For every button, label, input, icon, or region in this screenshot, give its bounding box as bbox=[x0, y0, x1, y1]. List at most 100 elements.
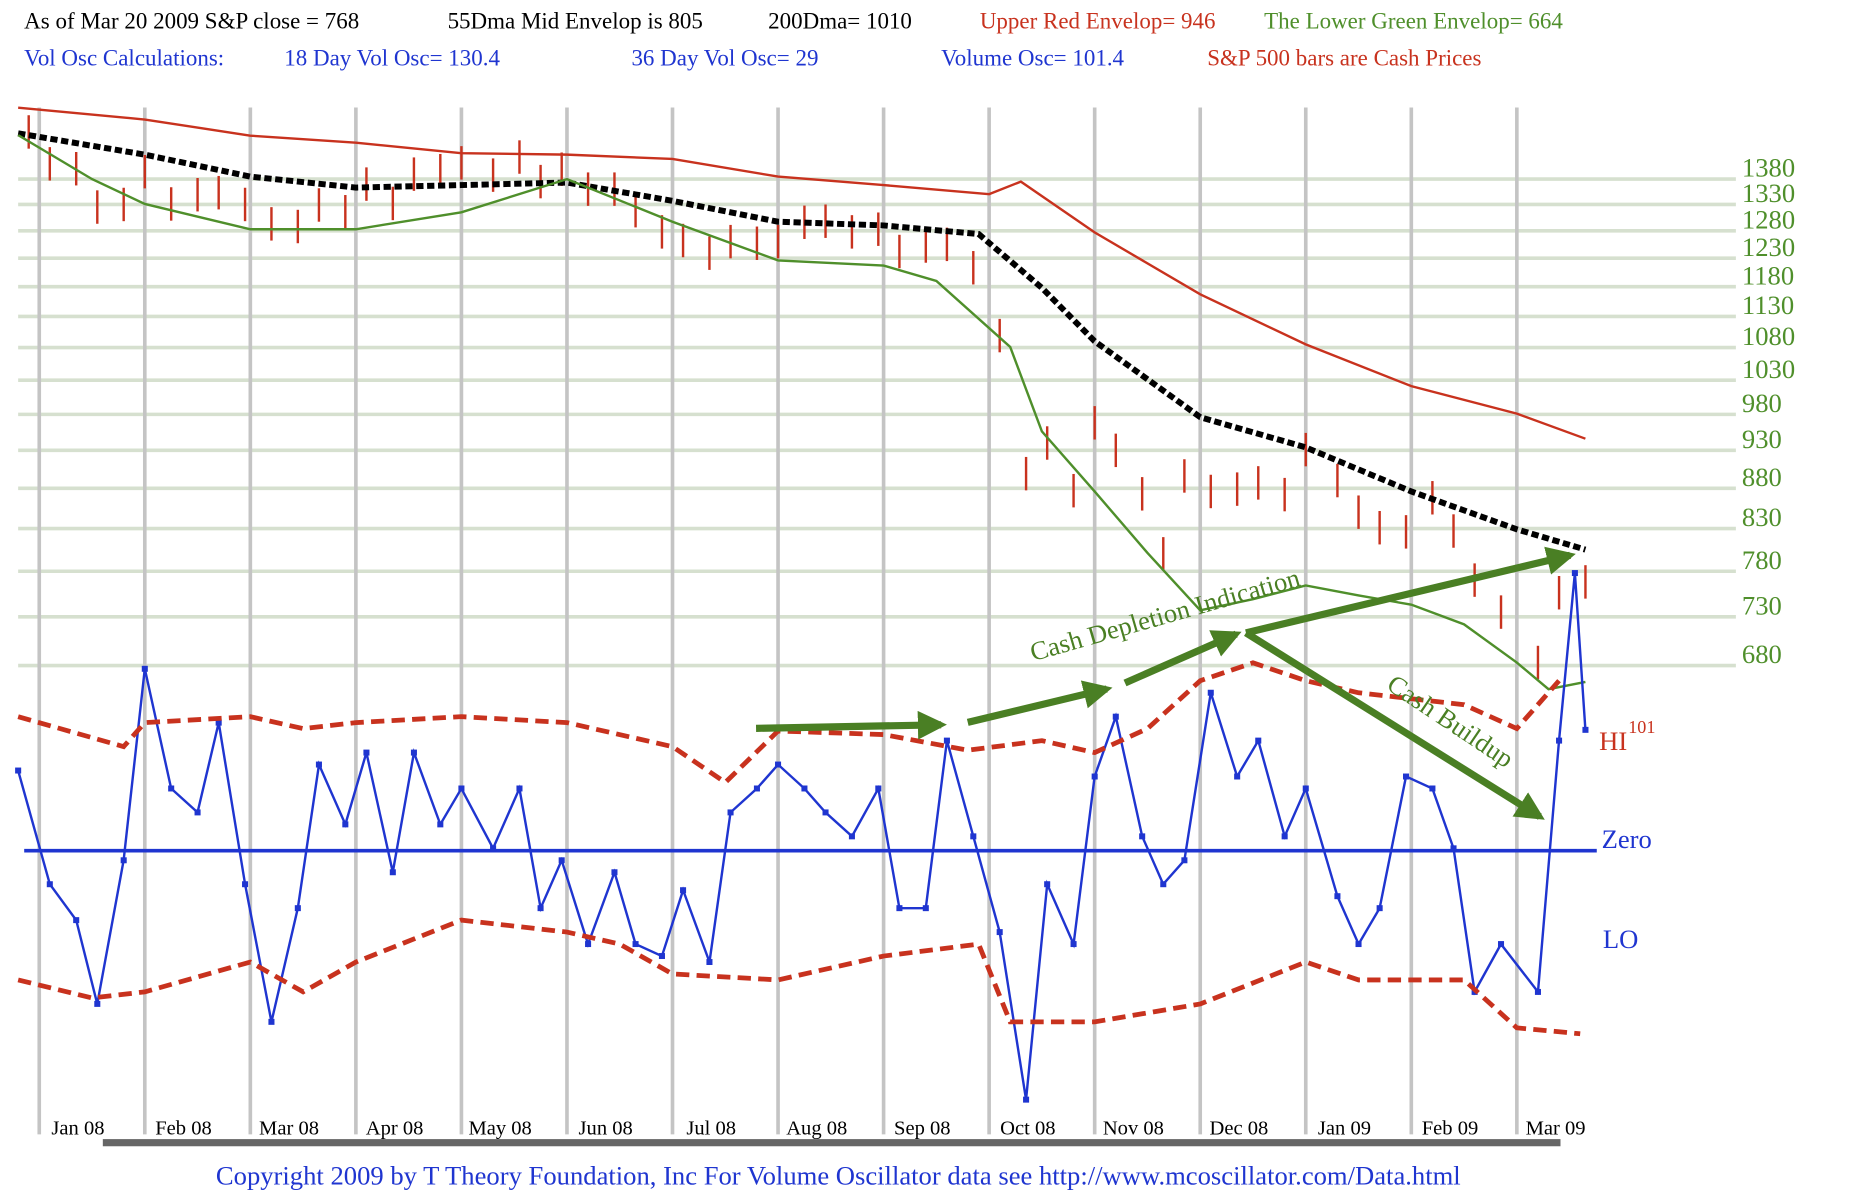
x-tick-label: Mar 08 bbox=[259, 1117, 319, 1139]
point bbox=[94, 1000, 101, 1007]
point bbox=[1556, 737, 1563, 744]
y-tick-label: 1280 bbox=[1742, 205, 1795, 235]
point bbox=[1376, 905, 1383, 912]
y-tick-label: 1380 bbox=[1742, 153, 1795, 183]
x-tick-label: Dec 08 bbox=[1210, 1117, 1269, 1139]
point bbox=[1450, 845, 1457, 852]
point bbox=[822, 809, 829, 816]
point bbox=[315, 761, 322, 768]
arrow bbox=[1123, 630, 1242, 687]
point bbox=[1070, 941, 1077, 948]
point bbox=[1302, 785, 1309, 792]
hi-label: HI bbox=[1599, 726, 1627, 756]
point bbox=[1355, 941, 1362, 948]
header-text: Vol Osc Calculations: bbox=[24, 46, 224, 71]
point bbox=[996, 929, 1003, 936]
point bbox=[896, 905, 903, 912]
point bbox=[389, 869, 396, 876]
hi-value: 101 bbox=[1628, 717, 1655, 737]
point bbox=[458, 785, 465, 792]
point bbox=[658, 953, 665, 960]
arrow bbox=[755, 710, 947, 740]
zero-label: Zero bbox=[1602, 824, 1652, 854]
point bbox=[141, 665, 148, 672]
point bbox=[727, 809, 734, 816]
arrow bbox=[966, 680, 1113, 726]
point bbox=[1112, 713, 1119, 720]
point bbox=[632, 941, 639, 948]
point bbox=[1571, 570, 1578, 577]
y-tick-label: 1030 bbox=[1742, 354, 1795, 384]
y-tick-label: 730 bbox=[1742, 591, 1782, 621]
point bbox=[268, 1018, 275, 1025]
y-tick-label: 780 bbox=[1742, 545, 1782, 575]
point bbox=[1403, 773, 1410, 780]
series-line bbox=[17, 917, 1581, 1037]
point bbox=[1139, 833, 1146, 840]
point bbox=[73, 917, 80, 924]
point bbox=[1334, 893, 1341, 900]
footer: Copyright 2009 by T Theory Foundation, I… bbox=[216, 1161, 1461, 1191]
y-tick-label: 930 bbox=[1742, 424, 1782, 454]
x-tick-label: Mar 09 bbox=[1526, 1117, 1586, 1139]
header-text: S&P 500 bars are Cash Prices bbox=[1207, 46, 1481, 71]
x-tick-label: Feb 08 bbox=[155, 1117, 212, 1139]
point bbox=[1160, 881, 1167, 888]
point bbox=[490, 845, 497, 852]
point bbox=[848, 833, 855, 840]
arrows bbox=[755, 546, 1576, 820]
point bbox=[1234, 773, 1241, 780]
header-text: As of Mar 20 2009 S&P close = 768 bbox=[24, 9, 359, 34]
point bbox=[1429, 785, 1436, 792]
point bbox=[1255, 737, 1262, 744]
point bbox=[1281, 833, 1288, 840]
y-tick-label: 1080 bbox=[1742, 321, 1795, 351]
grid-layer: 680 730 780 830 880 930 980 1030108011301180123… bbox=[18, 107, 1795, 1139]
series-line bbox=[18, 106, 1586, 440]
point bbox=[1023, 1096, 1030, 1103]
point bbox=[516, 785, 523, 792]
point bbox=[558, 857, 565, 864]
point bbox=[363, 749, 370, 756]
point bbox=[537, 905, 544, 912]
point bbox=[680, 887, 687, 894]
header-text: The Lower Green Envelop= 664 bbox=[1264, 9, 1563, 34]
y-tick-label: 680 bbox=[1742, 639, 1782, 669]
axis-bar bbox=[102, 1139, 1561, 1147]
x-tick-label: Jun 08 bbox=[579, 1117, 633, 1139]
series-line bbox=[17, 130, 1587, 553]
series-line bbox=[16, 572, 1587, 1100]
header-text: Volume Osc= 101.4 bbox=[941, 46, 1125, 71]
x-tick-label: Apr 08 bbox=[366, 1117, 424, 1139]
point bbox=[753, 785, 760, 792]
point bbox=[215, 719, 222, 726]
y-tick-label: 980 bbox=[1742, 388, 1782, 418]
point bbox=[875, 785, 882, 792]
point bbox=[194, 809, 201, 816]
y-tick-label: 1330 bbox=[1742, 178, 1795, 208]
series-line bbox=[17, 134, 1586, 691]
point bbox=[46, 881, 53, 888]
point bbox=[168, 785, 175, 792]
x-tick-label: Jul 08 bbox=[686, 1117, 736, 1139]
x-tick-label: Oct 08 bbox=[1000, 1117, 1055, 1139]
point bbox=[1181, 857, 1188, 864]
point bbox=[437, 821, 444, 828]
arrow bbox=[1245, 546, 1576, 637]
header-text: 18 Day Vol Osc= 130.4 bbox=[284, 46, 500, 71]
point bbox=[775, 761, 782, 768]
point bbox=[15, 767, 22, 774]
x-tick-label: Jan 08 bbox=[51, 1117, 104, 1139]
point bbox=[1091, 773, 1098, 780]
point bbox=[801, 785, 808, 792]
header-text: 200Dma= 1010 bbox=[768, 9, 912, 34]
point bbox=[922, 905, 929, 912]
point bbox=[585, 941, 592, 948]
series-line bbox=[17, 660, 1561, 786]
point bbox=[1207, 689, 1214, 696]
point bbox=[943, 737, 950, 744]
x-tick-label: Jan 09 bbox=[1318, 1117, 1371, 1139]
point bbox=[1582, 726, 1589, 733]
